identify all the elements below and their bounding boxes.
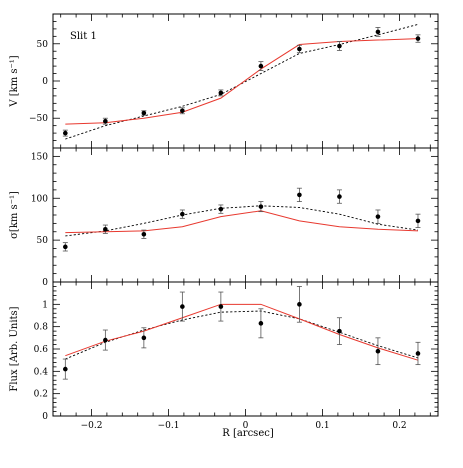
x-axis-label: R [arcsec] xyxy=(222,428,274,439)
data-point xyxy=(258,321,264,326)
data-point xyxy=(375,214,381,219)
panel-dispersion: 0 50 100 150 σ[km s⁻¹] xyxy=(9,147,439,288)
x-tick-label: 0 xyxy=(243,421,249,431)
y-axis-label: σ[km s⁻¹] xyxy=(9,191,20,239)
data-point xyxy=(63,130,68,136)
y-tick-label: 50 xyxy=(37,236,49,246)
y-tick-label: 100 xyxy=(31,194,48,204)
y-tick-label: 150 xyxy=(31,152,48,162)
y-tick-label: 0.4 xyxy=(34,367,49,377)
panel-frame xyxy=(52,147,439,283)
y-tick-label: 50 xyxy=(37,40,49,50)
data-point xyxy=(103,118,108,124)
y-tick-label: 0 xyxy=(42,77,48,87)
data-point xyxy=(375,348,381,354)
y-tick-label: 0.2 xyxy=(34,390,48,400)
data-point xyxy=(141,335,147,341)
data-point xyxy=(297,46,302,52)
panels: −50 0 50 V [km s⁻¹] 0 50 100 150 σ[km s⁻¹] 0 0.2 0.… xyxy=(9,13,439,431)
y-tick-label: 0.6 xyxy=(34,345,49,355)
model-dotted-line xyxy=(65,23,419,140)
data-point xyxy=(297,302,302,307)
x-tick-label: −0.2 xyxy=(81,421,103,431)
model-solid-line xyxy=(65,210,419,234)
x-tick-label: 0.1 xyxy=(315,421,329,431)
y-tick-label: 0 xyxy=(42,412,48,422)
model-solid-line xyxy=(65,38,418,125)
model-solid-line xyxy=(65,303,419,361)
data-point xyxy=(218,206,224,212)
x-tick-label: −0.1 xyxy=(158,421,180,431)
data-point xyxy=(63,244,68,250)
y-tick-label: 0 xyxy=(42,278,48,288)
panel-flux: 0 0.2 0.4 0.6 0.8 1 Flux [Arb. Units] −0.2 −0.1 0… xyxy=(9,281,439,431)
data-point xyxy=(180,304,185,309)
data-point xyxy=(218,304,224,309)
y-tick-label: 0.8 xyxy=(34,323,49,333)
y-axis-label: Flux [Arb. Units] xyxy=(9,306,20,391)
y-tick-label: −50 xyxy=(29,114,48,124)
data-point xyxy=(141,231,147,237)
data-point xyxy=(258,63,264,69)
model-dotted-line xyxy=(65,310,419,360)
data-point xyxy=(258,204,264,209)
data-point xyxy=(103,337,108,343)
y-tick-label: 1 xyxy=(42,300,48,310)
data-point xyxy=(103,226,108,232)
data-point xyxy=(180,108,185,114)
data-point xyxy=(337,43,342,49)
data-point xyxy=(337,194,342,199)
data-point xyxy=(218,90,224,96)
data-point xyxy=(415,218,421,224)
model-dotted-line xyxy=(65,205,419,237)
data-point xyxy=(297,192,302,198)
data-point xyxy=(141,110,147,116)
data-point xyxy=(337,328,342,334)
y-axis-label: V [km s⁻¹] xyxy=(9,55,20,107)
data-point xyxy=(375,29,381,35)
data-point xyxy=(180,211,185,217)
data-point xyxy=(415,36,421,41)
x-tick-label: 0.2 xyxy=(392,421,406,431)
data-point xyxy=(63,366,68,372)
data-point xyxy=(415,351,421,356)
slit-annotation: Slit 1 xyxy=(70,31,97,42)
